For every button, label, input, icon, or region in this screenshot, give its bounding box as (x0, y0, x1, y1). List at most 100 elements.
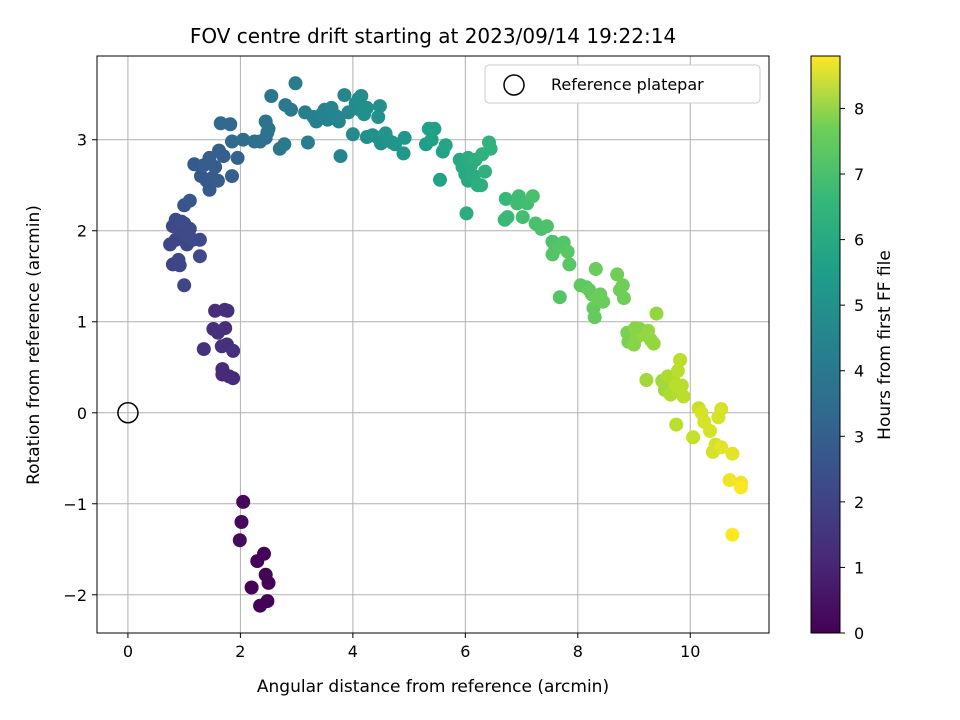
x-tick-label: 0 (123, 642, 133, 661)
data-point (250, 554, 265, 569)
data-point (596, 294, 611, 309)
data-point (225, 169, 239, 184)
data-point (210, 325, 225, 340)
data-point (725, 446, 740, 461)
data-point (288, 76, 303, 91)
data-point (371, 110, 386, 124)
chart-title: FOV centre drift starting at 2023/09/14 … (190, 24, 676, 48)
data-point (616, 291, 631, 306)
data-point (182, 221, 197, 236)
y-tick-label: 2 (77, 222, 87, 241)
data-point (478, 164, 492, 179)
data-point (733, 480, 748, 495)
y-tick-label: 3 (77, 131, 87, 150)
data-point (261, 575, 276, 590)
legend-marker-open-circle (503, 74, 525, 96)
data-point (646, 336, 661, 351)
data-point (253, 598, 268, 613)
data-point (196, 342, 211, 357)
legend: Reference platepar (484, 64, 761, 104)
data-point (515, 210, 530, 225)
data-point (562, 257, 577, 272)
data-point (459, 206, 474, 221)
data-point (474, 178, 489, 193)
y-tick-label: 1 (77, 313, 87, 332)
plot-frame (96, 55, 770, 634)
data-point (615, 278, 630, 293)
data-point (236, 132, 251, 147)
data-point (497, 212, 512, 227)
colorbar-tick-label: 4 (854, 362, 864, 381)
legend-label-reference: Reference platepar (551, 75, 704, 94)
y-tick-label: −1 (63, 495, 87, 514)
data-point (300, 135, 315, 150)
data-point (587, 310, 602, 325)
reference-platepar-point (117, 402, 139, 424)
data-point (216, 149, 231, 164)
x-tick-label: 2 (235, 642, 245, 661)
x-tick-label: 10 (680, 642, 700, 661)
data-point (686, 430, 701, 445)
colorbar-tick-label: 5 (854, 296, 864, 315)
data-point (230, 150, 245, 165)
data-point (264, 89, 279, 103)
data-point (232, 533, 247, 548)
data-point (277, 137, 292, 152)
data-point (588, 262, 603, 276)
x-tick-label: 4 (348, 642, 358, 661)
data-point (284, 102, 298, 117)
data-point (673, 353, 688, 367)
colorbar-tick-label: 1 (854, 558, 864, 577)
data-point (670, 363, 685, 378)
y-tick-label: −2 (63, 586, 87, 605)
data-point (610, 267, 625, 282)
data-point (438, 138, 453, 153)
data-point (192, 249, 207, 264)
data-point (674, 378, 689, 393)
data-point (177, 278, 192, 293)
data-point (498, 191, 513, 206)
legend-box (484, 64, 761, 104)
data-point (354, 89, 369, 103)
data-point (433, 172, 447, 187)
data-point (220, 303, 235, 318)
data-point (560, 244, 575, 259)
data-point (714, 402, 729, 417)
data-point (223, 117, 238, 132)
plot-area: 0 2 4 6 8 10 −2 −1 0 1 2 3 (63, 55, 770, 661)
data-point (545, 247, 560, 262)
colorbar-tick-label: 8 (854, 99, 864, 118)
data-point (525, 189, 540, 204)
data-point (225, 134, 239, 149)
data-point (539, 219, 554, 234)
colorbar-tick-label: 6 (854, 231, 864, 250)
data-point (226, 371, 241, 386)
colorbar-tick-label: 2 (854, 493, 864, 512)
data-point (359, 100, 374, 115)
colorbar: 0 1 2 3 4 5 6 7 8 Hours from first FF file (810, 55, 895, 643)
data-point (552, 290, 567, 305)
data-point (331, 114, 346, 129)
data-point (210, 173, 225, 188)
data-point (234, 515, 249, 529)
colorbar-tick-label: 3 (854, 427, 864, 446)
data-point (345, 127, 360, 142)
x-axis-label: Angular distance from reference (arcmin) (257, 677, 609, 697)
data-point (182, 193, 197, 208)
data-point (337, 88, 352, 103)
data-point (427, 121, 442, 136)
data-point (192, 232, 207, 247)
x-tick-label: 6 (460, 642, 470, 661)
data-point (372, 99, 387, 114)
data-point (676, 389, 691, 404)
data-point (483, 141, 498, 156)
data-point (208, 160, 223, 174)
data-point (424, 132, 439, 147)
colorbar-tick-label: 7 (854, 165, 864, 184)
colorbar-label: Hours from first FF file (875, 250, 895, 440)
data-point (714, 440, 729, 455)
data-point (261, 121, 276, 136)
data-point (396, 146, 411, 161)
y-axis-label: Rotation from reference (arcmin) (24, 205, 44, 485)
